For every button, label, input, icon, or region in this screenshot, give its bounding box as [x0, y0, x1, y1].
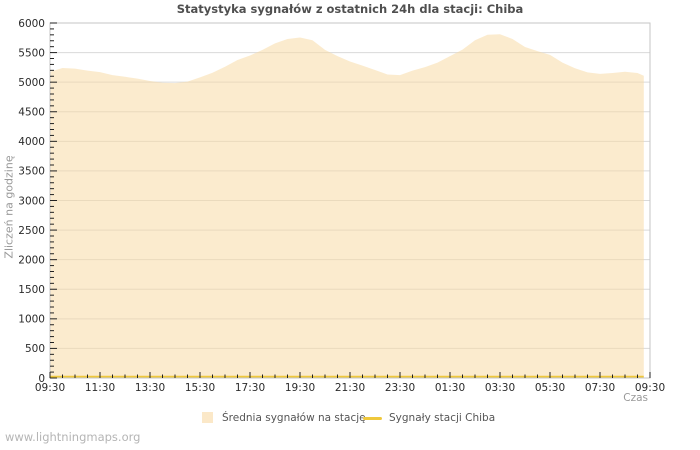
x-axis-title: Czas	[623, 392, 648, 404]
y-tick-label: 2500	[18, 225, 45, 237]
legend: Średnia sygnałów na stację Sygnały stacj…	[0, 408, 700, 430]
watermark-text: www.lightningmaps.org	[5, 430, 141, 444]
x-tick-label: 19:30	[285, 382, 315, 394]
y-tick-label: 1000	[18, 314, 45, 326]
y-tick-label: 500	[25, 343, 45, 355]
x-tick-label: 17:30	[235, 382, 265, 394]
y-tick-label: 6000	[18, 18, 45, 30]
y-tick-label: 0	[38, 373, 45, 385]
y-tick-label: 4000	[18, 136, 45, 148]
y-tick-label: 3500	[18, 166, 45, 178]
y-tick-label: 5000	[18, 77, 45, 89]
legend-label-average: Średnia sygnałów na stację	[222, 412, 366, 424]
x-tick-label: 13:30	[135, 382, 165, 394]
series-area-average	[50, 34, 644, 378]
y-tick-label: 3000	[18, 195, 45, 207]
x-tick-label: 11:30	[85, 382, 115, 394]
x-tick-label: 03:30	[485, 382, 515, 394]
x-tick-label: 23:30	[385, 382, 415, 394]
legend-label-station: Sygnały stacji Chiba	[389, 412, 496, 424]
legend-line-swatch	[363, 417, 382, 420]
x-tick-label: 01:30	[435, 382, 465, 394]
chart-title: Statystyka sygnałów z ostatnich 24h dla …	[176, 2, 524, 16]
x-tick-label: 09:30	[35, 382, 65, 394]
legend-area-swatch	[202, 412, 213, 423]
y-tick-label: 1500	[18, 284, 45, 296]
x-tick-label: 15:30	[185, 382, 215, 394]
x-tick-label: 21:30	[335, 382, 365, 394]
y-tick-label: 2000	[18, 254, 45, 266]
y-tick-label: 4500	[18, 107, 45, 119]
x-tick-label: 07:30	[585, 382, 615, 394]
y-tick-label: 5500	[18, 47, 45, 59]
x-tick-label: 05:30	[535, 382, 565, 394]
x-tick-label: 09:30	[635, 382, 665, 394]
